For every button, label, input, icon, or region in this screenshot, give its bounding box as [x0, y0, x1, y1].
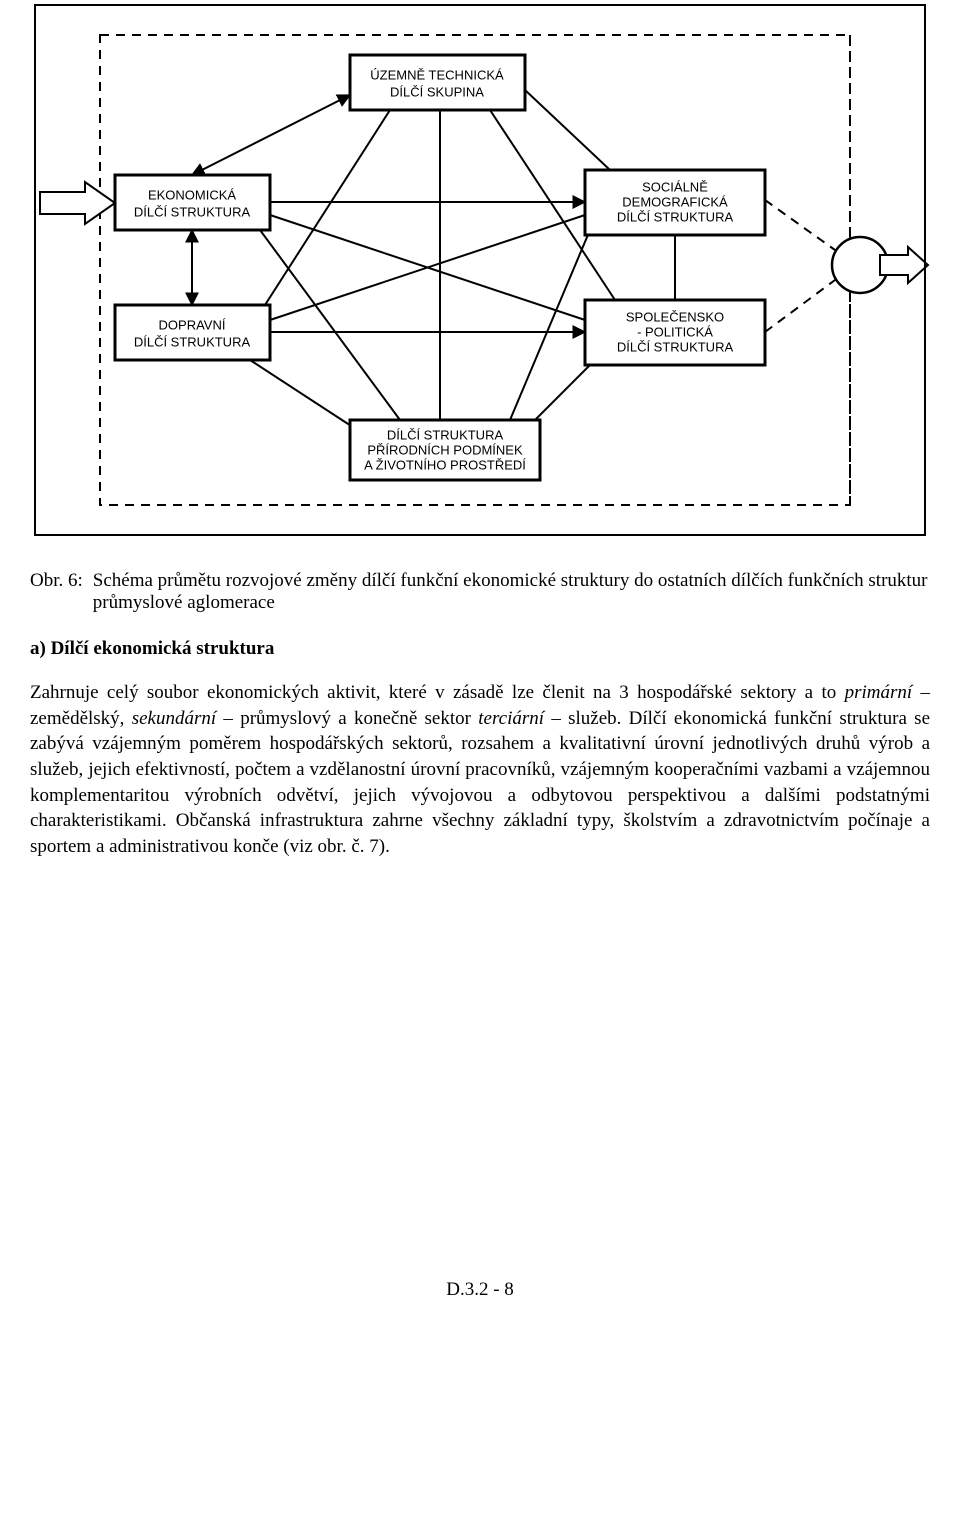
p1-part3: sekundární — [132, 708, 216, 729]
node-uzemne-line2: DÍLČÍ SKUPINA — [390, 84, 484, 99]
node-prir: DÍLČÍ STRUKTURA PŘÍRODNÍCH PODMÍNEK A ŽI… — [350, 420, 540, 480]
node-ekon-line2: DÍLČÍ STRUKTURA — [134, 204, 251, 219]
node-uzemne: ÚZEMNĚ TECHNICKÁ DÍLČÍ SKUPINA — [350, 55, 525, 110]
edges-solid — [192, 90, 675, 435]
node-spol-line3: DÍLČÍ STRUKTURA — [617, 339, 734, 354]
p1-part0: Zahrnuje celý soubor ekonomických aktivi… — [30, 682, 845, 703]
node-prir-line2: PŘÍRODNÍCH PODMÍNEK — [367, 442, 523, 457]
structure-diagram: ÚZEMNĚ TECHNICKÁ DÍLČÍ SKUPINA EKONOMICK… — [30, 0, 930, 540]
p1-part1: primární — [845, 682, 913, 703]
node-dopr-line1: DOPRAVNÍ — [159, 317, 226, 332]
node-soc-line1: SOCIÁLNĚ — [642, 179, 708, 194]
node-spol-line2: - POLITICKÁ — [637, 324, 713, 339]
p1-part5: terciární — [478, 708, 544, 729]
node-soc-line3: DÍLČÍ STRUKTURA — [617, 209, 734, 224]
node-uzemne-line1: ÚZEMNĚ TECHNICKÁ — [370, 67, 504, 82]
figure-caption-text: Schéma průmětu rozvojové změny dílčí fun… — [93, 570, 930, 614]
node-ekon-line1: EKONOMICKÁ — [148, 187, 236, 202]
diagram-container: ÚZEMNĚ TECHNICKÁ DÍLČÍ SKUPINA EKONOMICK… — [30, 0, 930, 540]
body-paragraph: Zahrnuje celý soubor ekonomických aktivi… — [30, 680, 930, 859]
figure-caption-label: Obr. 6: — [30, 570, 93, 614]
input-arrow — [40, 182, 115, 224]
node-spol: SPOLEČENSKO - POLITICKÁ DÍLČÍ STRUKTURA — [585, 300, 765, 365]
figure-caption: Obr. 6: Schéma průmětu rozvojové změny d… — [30, 570, 930, 614]
node-soc: SOCIÁLNĚ DEMOGRAFICKÁ DÍLČÍ STRUKTURA — [585, 170, 765, 235]
node-spol-line1: SPOLEČENSKO — [626, 309, 724, 324]
p1-part4: – průmyslový a konečně sektor — [216, 708, 478, 729]
node-prir-line1: DÍLČÍ STRUKTURA — [387, 427, 504, 442]
node-soc-line2: DEMOGRAFICKÁ — [622, 194, 728, 209]
page-number: D.3.2 - 8 — [30, 1279, 930, 1301]
section-heading: a) Dílčí ekonomická struktura — [30, 638, 930, 660]
node-dopr: DOPRAVNÍ DÍLČÍ STRUKTURA — [115, 305, 270, 360]
node-dopr-line2: DÍLČÍ STRUKTURA — [134, 334, 251, 349]
node-ekon: EKONOMICKÁ DÍLČÍ STRUKTURA — [115, 175, 270, 230]
output-node — [832, 237, 928, 293]
p1-part6: – služeb. Dílčí ekonomická funkční struk… — [30, 708, 930, 857]
node-prir-line3: A ŽIVOTNÍHO PROSTŘEDÍ — [364, 457, 526, 472]
